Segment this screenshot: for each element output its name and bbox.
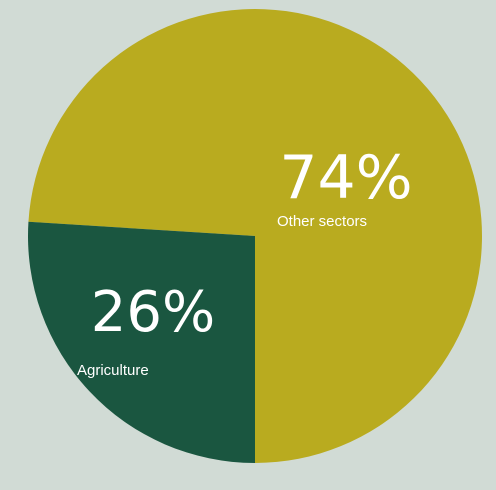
agriculture-percent: 26% bbox=[91, 280, 215, 345]
other-sectors-label: Other sectors bbox=[277, 213, 367, 230]
other-sectors-percent: 74% bbox=[279, 143, 412, 213]
agriculture-label: Agriculture bbox=[77, 362, 149, 379]
pie-slice-other-sectors bbox=[28, 9, 482, 464]
pie-slice-agriculture bbox=[27, 221, 255, 463]
